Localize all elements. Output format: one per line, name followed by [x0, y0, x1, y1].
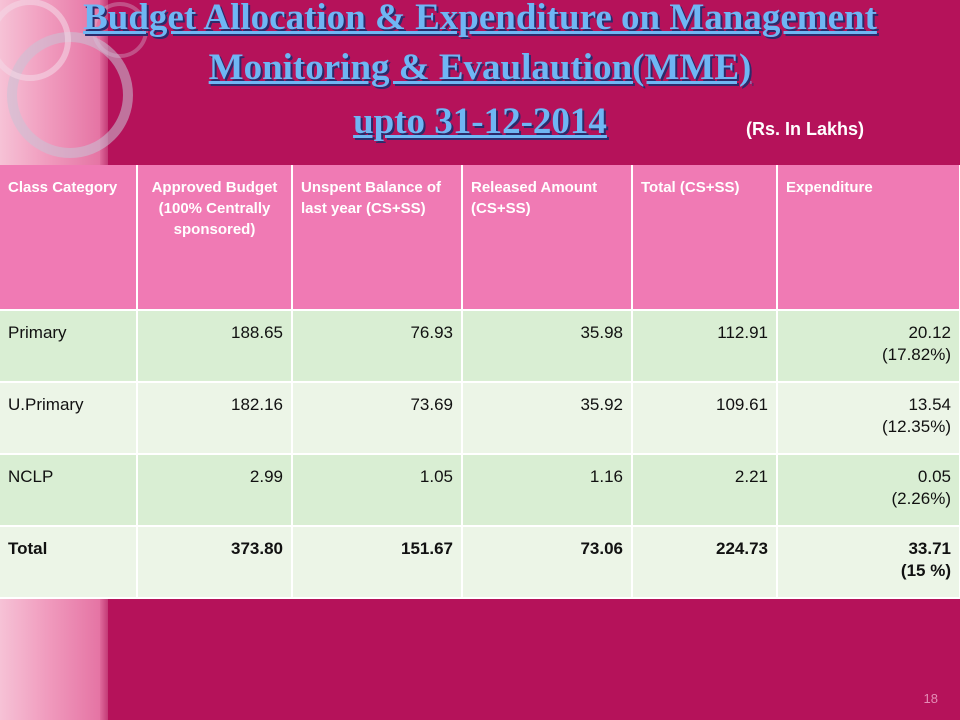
- cell-approved: 188.65: [137, 310, 293, 383]
- slide-title: Budget Allocation & Expenditure on Manag…: [0, 0, 960, 150]
- decorative-rings: [0, 0, 148, 158]
- cell-unspent: 76.93: [292, 310, 463, 383]
- cell-released: 35.98: [462, 310, 633, 383]
- table-total-row: Total 373.80 151.67 73.06 224.73 33.71 (1…: [0, 526, 960, 599]
- cell-expenditure: 13.54 (12.35%): [777, 382, 960, 455]
- header-approved-budget: Approved Budget (100% Centrally sponsore…: [137, 165, 293, 311]
- cell-released: 73.06: [462, 526, 633, 599]
- expenditure-percent: (2.26%): [891, 489, 951, 508]
- units-note: (Rs. In Lakhs): [746, 119, 865, 139]
- cell-approved: 373.80: [137, 526, 293, 599]
- title-line-3: upto 31-12-2014: [353, 101, 607, 142]
- cell-total: 109.61: [632, 382, 778, 455]
- budget-table: Class Category Approved Budget (100% Cen…: [0, 165, 960, 599]
- cell-released: 35.92: [462, 382, 633, 455]
- expenditure-percent: (12.35%): [882, 417, 951, 436]
- expenditure-value: 20.12: [908, 323, 951, 342]
- expenditure-value: 33.71: [908, 539, 951, 558]
- cell-category: NCLP: [0, 454, 138, 527]
- cell-expenditure: 33.71 (15 %): [777, 526, 960, 599]
- cell-category: Total: [0, 526, 138, 599]
- table-row: Primary 188.65 76.93 35.98 112.91 20.12 (…: [0, 310, 960, 383]
- table-header-row: Class Category Approved Budget (100% Cen…: [0, 165, 960, 311]
- header-released-amount: Released Amount (CS+SS): [462, 165, 633, 311]
- header-unspent-balance: Unspent Balance of last year (CS+SS): [292, 165, 463, 311]
- table-row: NCLP 2.99 1.05 1.16 2.21 0.05 (2.26%): [0, 454, 960, 527]
- expenditure-percent: (15 %): [900, 561, 951, 580]
- expenditure-value: 0.05: [917, 467, 951, 486]
- cell-expenditure: 20.12 (17.82%): [777, 310, 960, 383]
- cell-approved: 2.99: [137, 454, 293, 527]
- title-line-1: Budget Allocation & Expenditure on Manag…: [83, 0, 877, 38]
- table-row: U.Primary 182.16 73.69 35.92 109.61 13.5…: [0, 382, 960, 455]
- title-line-2: Monitoring & Evaulaution(MME): [208, 47, 752, 88]
- cell-expenditure: 0.05 (2.26%): [777, 454, 960, 527]
- cell-total: 112.91: [632, 310, 778, 383]
- cell-unspent: 73.69: [292, 382, 463, 455]
- header-total: Total (CS+SS): [632, 165, 778, 311]
- header-class-category: Class Category: [0, 165, 138, 311]
- cell-total: 2.21: [632, 454, 778, 527]
- cell-approved: 182.16: [137, 382, 293, 455]
- cell-total: 224.73: [632, 526, 778, 599]
- expenditure-percent: (17.82%): [882, 345, 951, 364]
- page-number: 18: [923, 691, 938, 706]
- cell-unspent: 151.67: [292, 526, 463, 599]
- cell-category: U.Primary: [0, 382, 138, 455]
- cell-unspent: 1.05: [292, 454, 463, 527]
- cell-category: Primary: [0, 310, 138, 383]
- expenditure-value: 13.54: [908, 395, 951, 414]
- header-expenditure: Expenditure: [777, 165, 960, 311]
- cell-released: 1.16: [462, 454, 633, 527]
